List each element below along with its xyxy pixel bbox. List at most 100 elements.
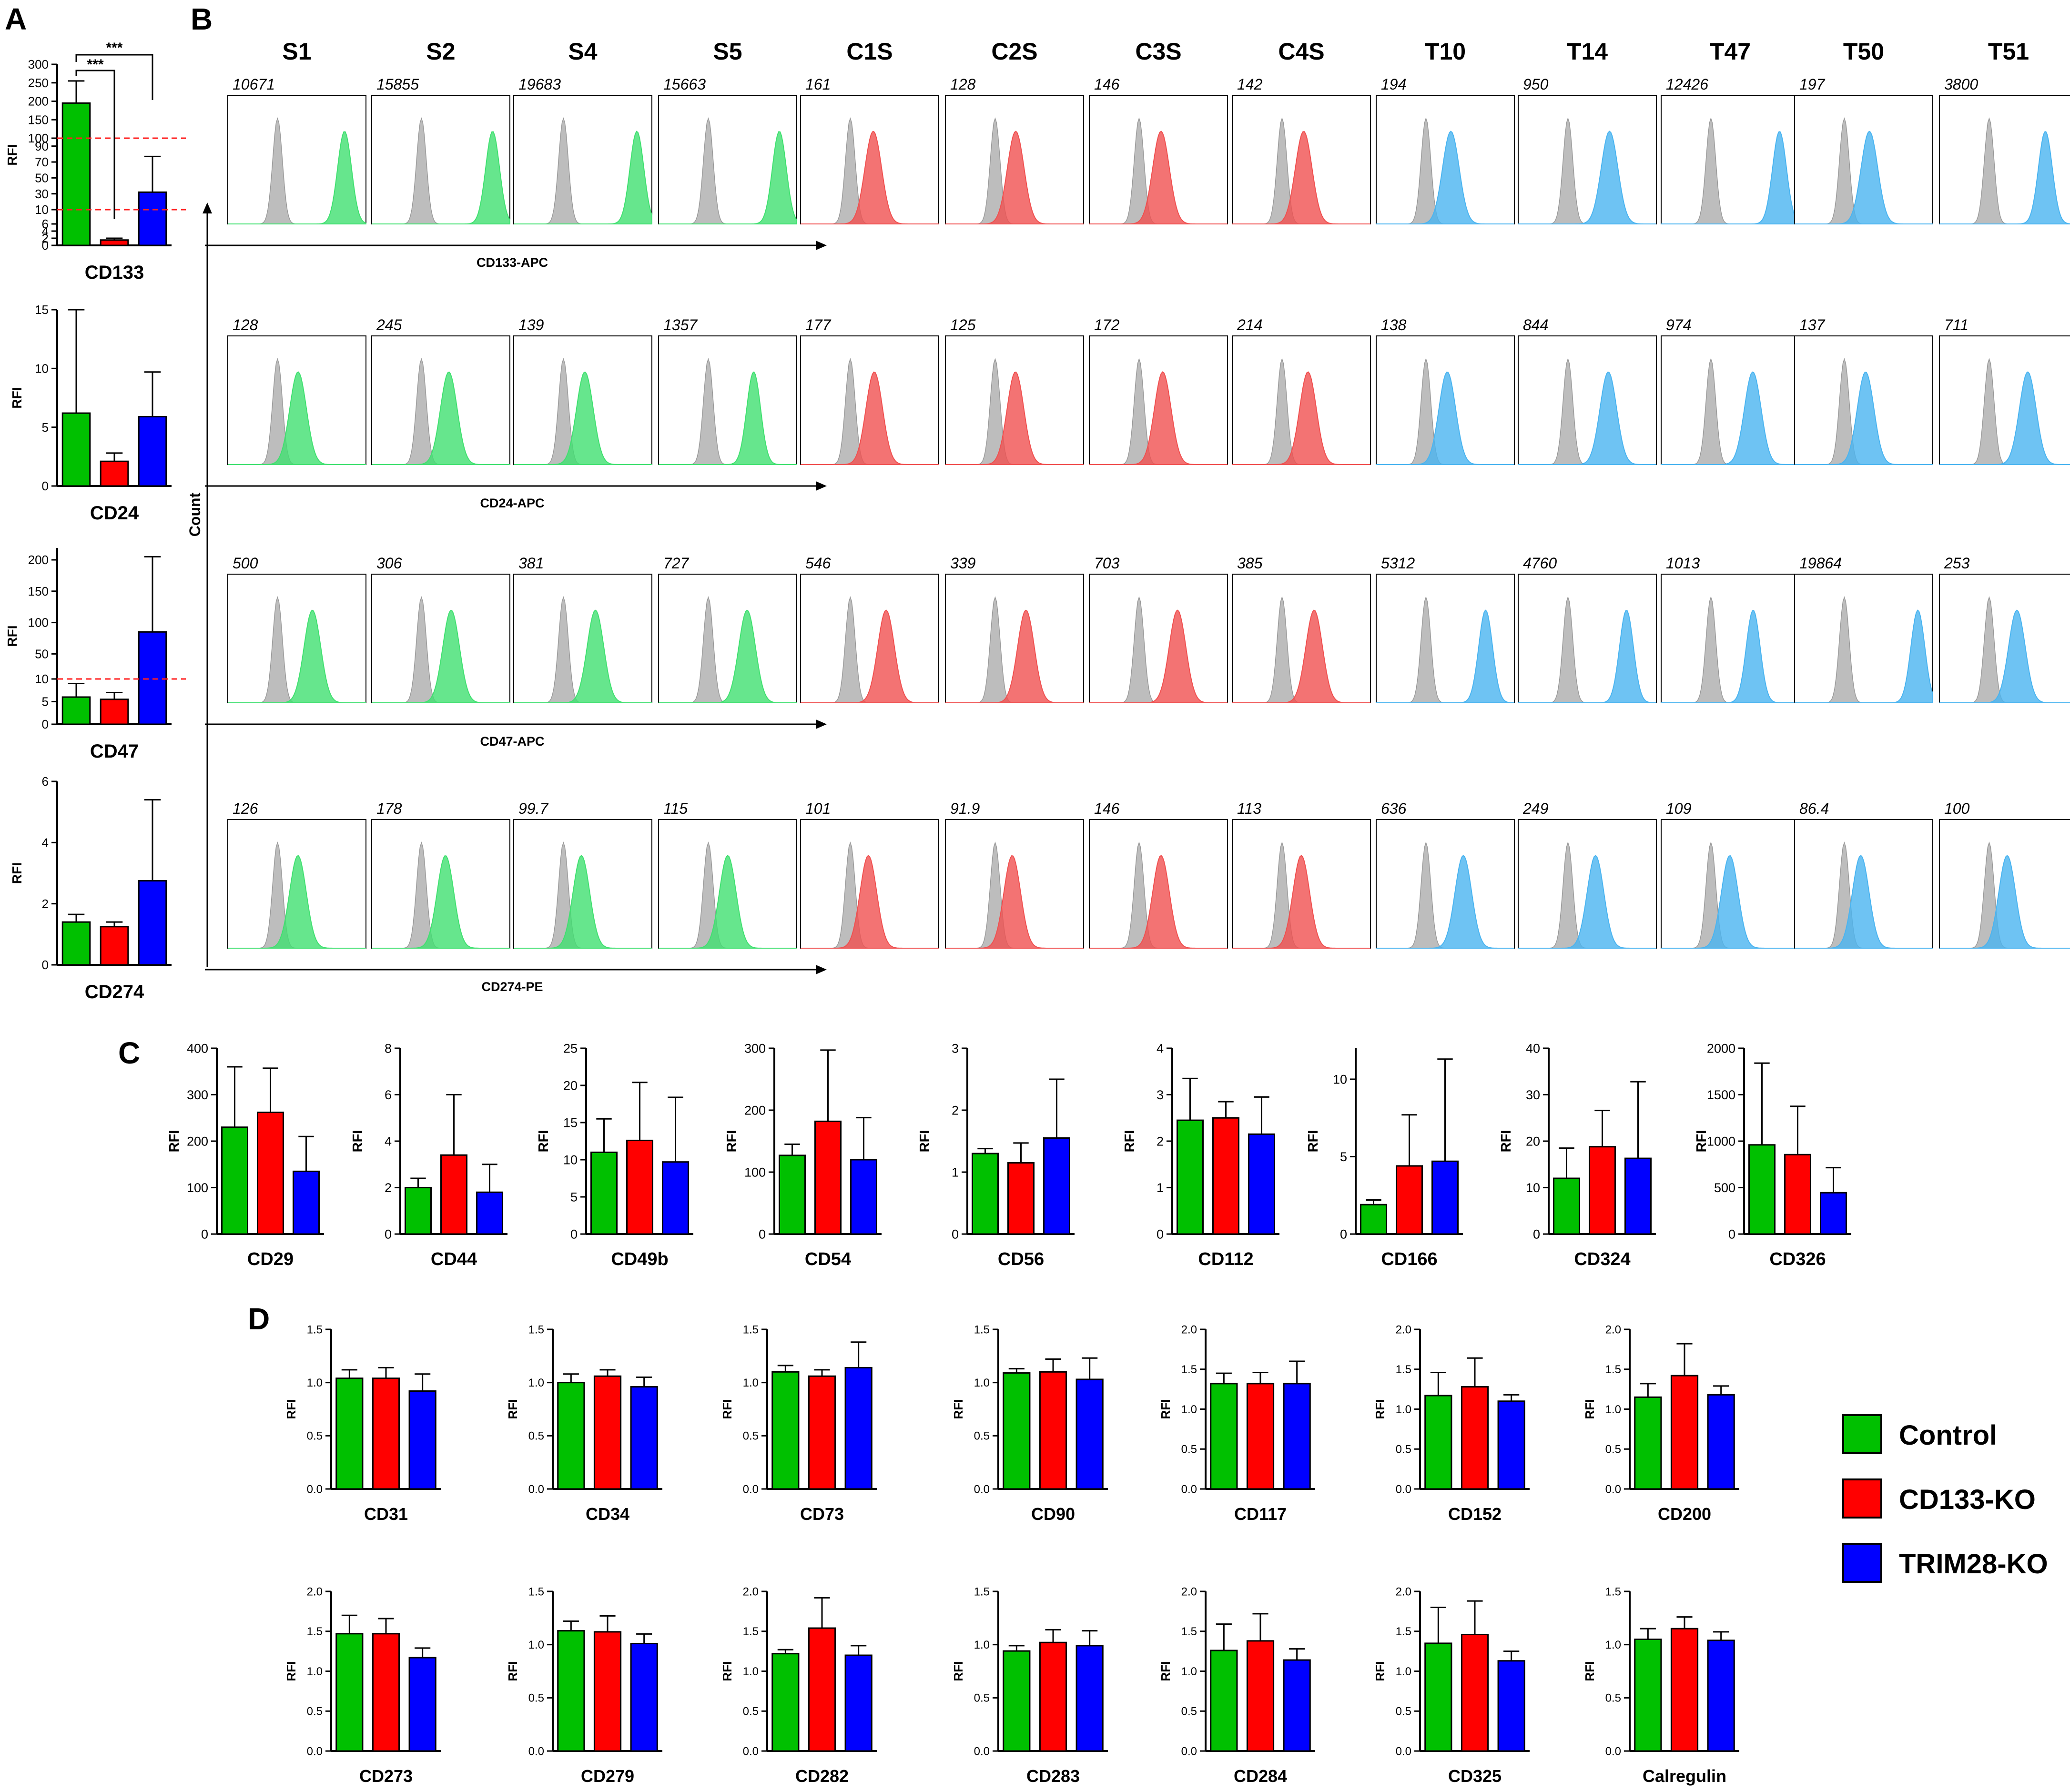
mfi-label-t47-cd47-apc: 1013 (1666, 555, 1700, 572)
histogram-s2-cd274-pe: 178 (371, 800, 510, 949)
bar-cd273-cd133-ko (372, 1633, 400, 1752)
y-tick-label-cd44: 8 (385, 1041, 392, 1055)
mfi-label-t51-cd274-pe: 100 (1944, 800, 1970, 817)
bar-cd282-trim28-ko (844, 1654, 873, 1752)
bar-cd44-trim28-ko (476, 1191, 503, 1235)
bar-chart-cd112: 0 1 2 3 4 RFI CD112 (1122, 1041, 1279, 1269)
mfi-label-s4-cd24-apc: 139 (518, 316, 544, 334)
bar-chart-cd117: 0.0 0.5 1.0 1.5 2.0 RFI CD117 (1158, 1323, 1315, 1524)
y-tick-label-cd73: 0.5 (743, 1430, 759, 1443)
y-tick-label-cd133: 90 (35, 139, 49, 153)
y-tick-label-cd283: 1.5 (974, 1585, 990, 1598)
histogram-t14-cd47-apc: 4760 (1518, 555, 1657, 703)
bar-cd24-control (61, 412, 91, 487)
y-axis-label-cd279: RFI (506, 1661, 520, 1681)
y-tick-label-cd47: 100 (28, 616, 49, 630)
column-header-t47: T47 (1710, 38, 1751, 65)
y-tick-label-cd284: 2.0 (1181, 1585, 1197, 1598)
histogram-s4-cd133-apc: 19683 (513, 76, 652, 224)
histogram-s1-cd133-apc: 10671 (227, 76, 366, 224)
bar-cd73-trim28-ko (844, 1367, 873, 1490)
column-header-c1s: C1S (846, 38, 893, 65)
bar-chart-cd279: 0.0 0.5 1.0 1.5 RFI CD279 (506, 1585, 662, 1786)
mfi-label-s4-cd133-apc: 19683 (518, 76, 561, 93)
stained-histogram-t10-cd24-apc (1376, 372, 1514, 465)
y-axis-label-cd282: RFI (720, 1661, 734, 1681)
y-tick-label-cd133: 30 (35, 187, 49, 201)
stained-histogram-t10-cd47-apc (1376, 609, 1515, 703)
stained-histogram-c4s-cd47-apc (1232, 609, 1370, 703)
bar-cd200-cd133-ko (1670, 1375, 1699, 1490)
histogram-s4-cd274-pe: 99.7 (513, 800, 652, 949)
y-tick-label-cd200: 0.0 (1605, 1483, 1621, 1496)
y-axis-label-cd24: RFI (10, 387, 24, 408)
bar-cd325-cd133-ko (1461, 1633, 1489, 1752)
bar-cd133-control (61, 102, 91, 246)
y-tick-label-cd24: 0 (42, 479, 49, 493)
y-tick-label-cd73: 1.0 (743, 1377, 759, 1389)
chart-title-cd47: CD47 (90, 741, 139, 762)
stained-histogram-s2-cd47-apc (372, 610, 510, 703)
bar-cd284-cd133-ko (1246, 1640, 1275, 1752)
y-tick-label-cd31: 1.5 (307, 1323, 323, 1336)
stained-histogram-t10-cd133-apc (1376, 131, 1514, 224)
column-header-s4: S4 (568, 38, 597, 65)
y-axis-label-cd56: RFI (917, 1130, 933, 1153)
y-tick-label-cd44: 4 (385, 1134, 392, 1148)
bar-cd117-control (1210, 1383, 1238, 1490)
histogram-frame-s5-cd47-apc (658, 574, 797, 703)
y-tick-label-cd325: 1.5 (1396, 1625, 1411, 1638)
panel-c: 0100200300400RFICD2902468RFICD4405101520… (167, 1041, 1851, 1269)
column-header-t51: T51 (1988, 38, 2029, 65)
y-tick-label-cd282: 1.0 (743, 1665, 759, 1678)
y-tick-label-cd47: 200 (28, 553, 49, 567)
bar-cd326-cd133-ko (1784, 1154, 1811, 1235)
mfi-label-s1-cd274-pe: 126 (233, 800, 258, 817)
y-tick-label-cd133: 150 (28, 112, 49, 127)
chart-title-cd274: CD274 (85, 982, 144, 1002)
y-tick-label-cd200: 1.5 (1605, 1363, 1621, 1376)
stained-histogram-c1s-cd274-pe (801, 855, 939, 949)
y-tick-label-cd273: 1.0 (307, 1665, 323, 1678)
mfi-label-t14-cd133-apc: 950 (1523, 76, 1549, 93)
bar-cd29-control (221, 1126, 248, 1235)
y-tick-label-calregulin: 0.5 (1605, 1692, 1621, 1705)
chart-title-cd90: CD90 (1031, 1504, 1075, 1524)
y-tick-label-cd73: 0.0 (743, 1483, 759, 1496)
bar-cd34-cd133-ko (593, 1375, 622, 1490)
column-header-t14: T14 (1567, 38, 1608, 65)
bar-cd56-trim28-ko (1043, 1137, 1070, 1235)
stained-histogram-t14-cd133-apc (1518, 131, 1656, 224)
y-tick-label-cd273: 0.0 (307, 1745, 323, 1758)
histogram-t51-cd47-apc: 253 (1939, 555, 2070, 703)
y-tick-label-cd112: 2 (1157, 1134, 1164, 1148)
y-axis-label-cd47: RFI (5, 625, 20, 647)
y-axis-label-cd200: RFI (1583, 1399, 1597, 1419)
y-tick-label-cd112: 1 (1157, 1181, 1164, 1195)
marker-label-cd274-pe: CD274-PE (481, 980, 543, 994)
column-header-t50: T50 (1843, 38, 1884, 65)
histogram-s5-cd24-apc: 1357 (658, 316, 797, 465)
bar-chart-cd282: 0.0 0.5 1.0 1.5 2.0 RFI CD282 (720, 1585, 877, 1786)
y-axis-label-cd49b: RFI (536, 1130, 551, 1153)
significance-bracket-control-cd133ko (75, 70, 115, 219)
y-axis-label-cd31: RFI (284, 1399, 298, 1419)
y-tick-label-cd49b: 25 (563, 1041, 578, 1055)
bar-calregulin-control (1634, 1639, 1662, 1752)
bar-cd324-control (1553, 1177, 1580, 1235)
y-axis-label-cd44: RFI (350, 1130, 365, 1153)
y-tick-label-cd152: 0.0 (1396, 1483, 1411, 1496)
y-axis-label-cd326: RFI (1694, 1130, 1709, 1153)
histogram-t50-cd24-apc: 137 (1794, 316, 1933, 465)
bar-chart-cd49b: 0 5 10 15 20 25 RFI CD49b (536, 1041, 693, 1269)
bar-cd31-control (335, 1377, 364, 1490)
mfi-label-c2s-cd274-pe: 91.9 (950, 800, 980, 817)
histogram-frame-t47-cd24-apc (1661, 335, 1800, 465)
marker-label-cd133-apc: CD133-APC (477, 255, 548, 270)
column-header-t10: T10 (1425, 38, 1466, 65)
mfi-label-t47-cd133-apc: 12426 (1666, 76, 1708, 93)
y-tick-label-calregulin: 0.0 (1605, 1745, 1621, 1758)
y-tick-label-cd90: 0.5 (974, 1430, 990, 1443)
y-tick-label-cd326: 2000 (1707, 1041, 1735, 1055)
chart-title-cd279: CD279 (581, 1766, 634, 1786)
